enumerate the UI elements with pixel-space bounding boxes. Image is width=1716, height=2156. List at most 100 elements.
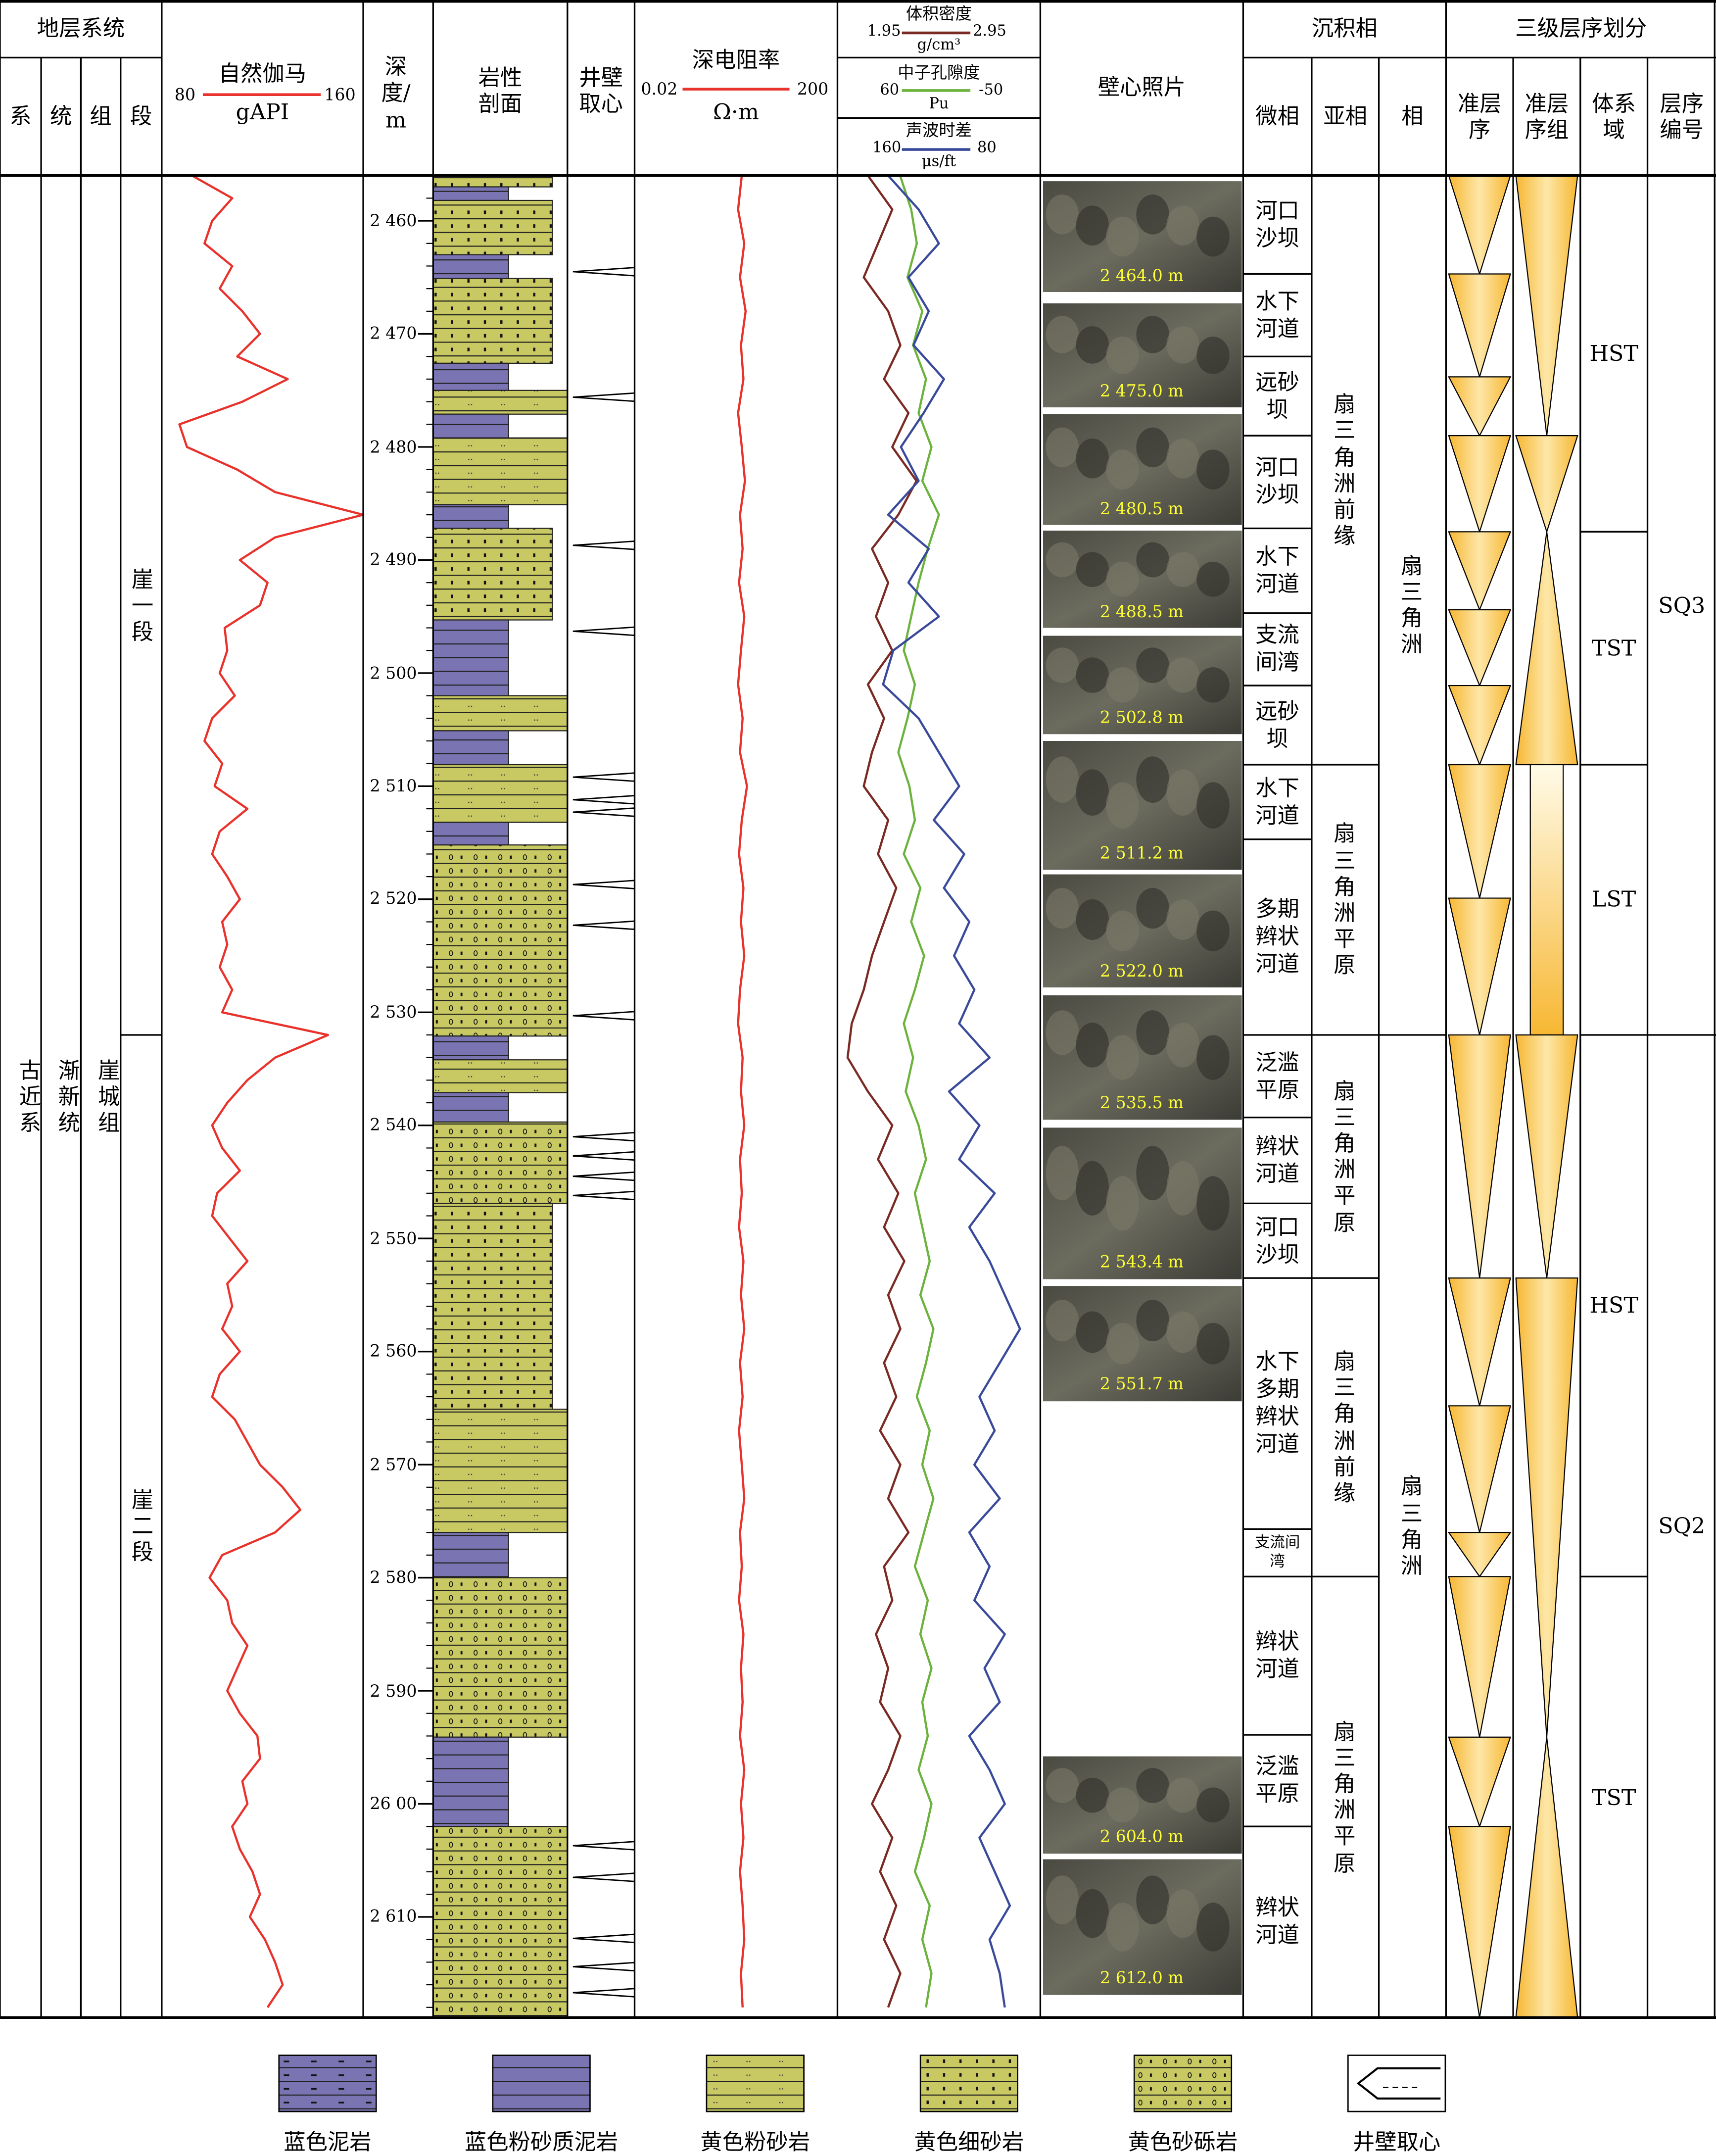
parasequence-set-triangle bbox=[1515, 175, 1578, 436]
core-photo-depth-label: 2 488.5 m bbox=[1099, 601, 1184, 621]
den-title: 体积密度 bbox=[906, 3, 972, 23]
core-photo-texture bbox=[1106, 449, 1139, 490]
lith-fine bbox=[432, 175, 553, 188]
micro-facies: 远砂坝 bbox=[1255, 697, 1299, 751]
parasequence-set-triangle bbox=[1515, 435, 1578, 534]
core-photo-texture bbox=[1196, 782, 1230, 829]
sequence-label: SQ3 bbox=[1658, 592, 1706, 618]
core-photo-texture bbox=[1106, 1787, 1139, 1823]
core-photo-texture bbox=[1166, 657, 1199, 693]
sidewall-core-marker bbox=[572, 807, 635, 817]
core-photo-depth-label: 2 464.0 m bbox=[1099, 265, 1184, 285]
core-photo-texture bbox=[1196, 1035, 1230, 1080]
core-photo-texture bbox=[1046, 194, 1079, 235]
core-photo-texture bbox=[1166, 1311, 1199, 1353]
micro-facies: 河口沙坝 bbox=[1255, 197, 1299, 251]
sidewall-core-marker bbox=[572, 920, 635, 931]
pss-header: 准层序组 bbox=[1525, 90, 1569, 143]
member-label: 崖一段 bbox=[131, 566, 154, 645]
depth-tick-label: 2 560 bbox=[370, 1341, 417, 1361]
facies: 扇三角洲 bbox=[1400, 552, 1423, 658]
core-photo-texture bbox=[1166, 205, 1199, 245]
parasequence-triangle bbox=[1448, 1277, 1511, 1406]
core-photo-texture bbox=[1046, 1010, 1079, 1055]
lith-siltymud bbox=[432, 186, 509, 201]
core-photo-texture bbox=[1136, 887, 1169, 929]
core-photo-texture bbox=[1106, 1035, 1139, 1080]
facies-group-header: 沉积相 bbox=[1311, 15, 1378, 42]
core-photo-texture bbox=[1076, 769, 1109, 816]
legend-swatch bbox=[492, 2055, 591, 2112]
lith-silt bbox=[432, 764, 568, 823]
ac-curve bbox=[882, 175, 1021, 2008]
core-photo-texture bbox=[1136, 1146, 1169, 1201]
depth-tick-label: 2 590 bbox=[370, 1681, 417, 1700]
gr-legend-line bbox=[202, 93, 321, 96]
header-zu: 组 bbox=[90, 103, 112, 130]
lith-siltymud bbox=[432, 504, 509, 529]
core-photo-texture bbox=[1046, 427, 1079, 468]
ac-unit: μs/ft bbox=[921, 152, 956, 171]
lith-siltymud bbox=[432, 413, 509, 439]
res-min: 0.02 bbox=[641, 79, 678, 98]
header-strat-system: 地层系统 bbox=[37, 15, 125, 42]
core-photo-texture bbox=[1046, 887, 1079, 929]
parasequence-triangle bbox=[1447, 1532, 1512, 1578]
sq-header: 层序编号 bbox=[1660, 90, 1704, 143]
core-photo-texture bbox=[1046, 756, 1079, 803]
parasequence-triangle bbox=[1448, 1034, 1511, 1278]
core-photo-texture bbox=[1076, 1023, 1109, 1068]
seq-group-header: 三级层序划分 bbox=[1515, 15, 1647, 42]
sidewall-core-marker bbox=[572, 772, 635, 782]
parasequence-set-triangle bbox=[1515, 1034, 1578, 1278]
sidewall-core-marker bbox=[572, 1171, 635, 1181]
depth-tick-label: 2 550 bbox=[370, 1228, 417, 1248]
sidewall-core-marker bbox=[572, 1190, 635, 1201]
legend-swatch bbox=[1347, 2055, 1446, 2112]
lith-silt bbox=[432, 1059, 568, 1093]
core-photo-texture bbox=[1166, 1889, 1199, 1938]
core-photo-texture bbox=[1166, 1777, 1199, 1813]
core-photo-texture bbox=[1196, 216, 1230, 257]
sidewall-core-marker bbox=[572, 1872, 635, 1882]
lith-siltymud bbox=[432, 254, 509, 279]
res-legend-line bbox=[682, 88, 790, 91]
parasequence-triangle bbox=[1448, 1576, 1511, 1737]
sidewall-core-marker bbox=[572, 1841, 635, 1851]
core-photo-depth-label: 2 543.4 m bbox=[1099, 1253, 1184, 1273]
depth-tick-label: 2 570 bbox=[370, 1455, 417, 1474]
lith-gravel bbox=[432, 1826, 568, 2018]
parasequence-triangle bbox=[1448, 273, 1512, 379]
core-photo-texture bbox=[1166, 326, 1199, 364]
den-legend-line bbox=[902, 31, 971, 35]
parasequence-triangle bbox=[1448, 685, 1512, 767]
core-photo-texture bbox=[1166, 1161, 1199, 1216]
cnl-max: -50 bbox=[979, 81, 1003, 99]
ps-header: 准层序 bbox=[1457, 90, 1502, 143]
micro-facies: 辫状河道 bbox=[1255, 1133, 1299, 1187]
system-label: 古近系 bbox=[19, 1057, 42, 1136]
core-photo-texture bbox=[1106, 782, 1139, 829]
cnl-curve bbox=[897, 175, 940, 2008]
lith-gravel bbox=[432, 1577, 568, 1738]
depth-tick-label: 26 00 bbox=[370, 1794, 417, 1813]
legend-item-core: 井壁取心 bbox=[1314, 2055, 1478, 2156]
core-photo-depth-label: 2 604.0 m bbox=[1099, 1827, 1184, 1847]
res-max: 200 bbox=[797, 79, 829, 98]
den-max: 2.95 bbox=[973, 22, 1006, 41]
den-curve bbox=[846, 175, 918, 2008]
core-photo-depth-label: 2 502.8 m bbox=[1099, 708, 1184, 727]
systems-tract-label: TST bbox=[1591, 1784, 1636, 1810]
header-duan: 段 bbox=[130, 103, 152, 130]
parasequence-triangle bbox=[1448, 1826, 1511, 2018]
depth-header: 深度/m bbox=[381, 53, 411, 133]
parasequence-triangle bbox=[1448, 531, 1512, 611]
micro-facies: 泛滥平原 bbox=[1255, 1048, 1299, 1102]
micro-facies: 水下河道 bbox=[1255, 774, 1299, 828]
micro-facies: 多期辫状河道 bbox=[1255, 896, 1299, 977]
res-title: 深电阻率 bbox=[692, 47, 780, 73]
core-photo-texture bbox=[1196, 1176, 1230, 1231]
core-photo-texture bbox=[1196, 1903, 1230, 1952]
gr-title: 自然伽马 bbox=[218, 61, 307, 87]
